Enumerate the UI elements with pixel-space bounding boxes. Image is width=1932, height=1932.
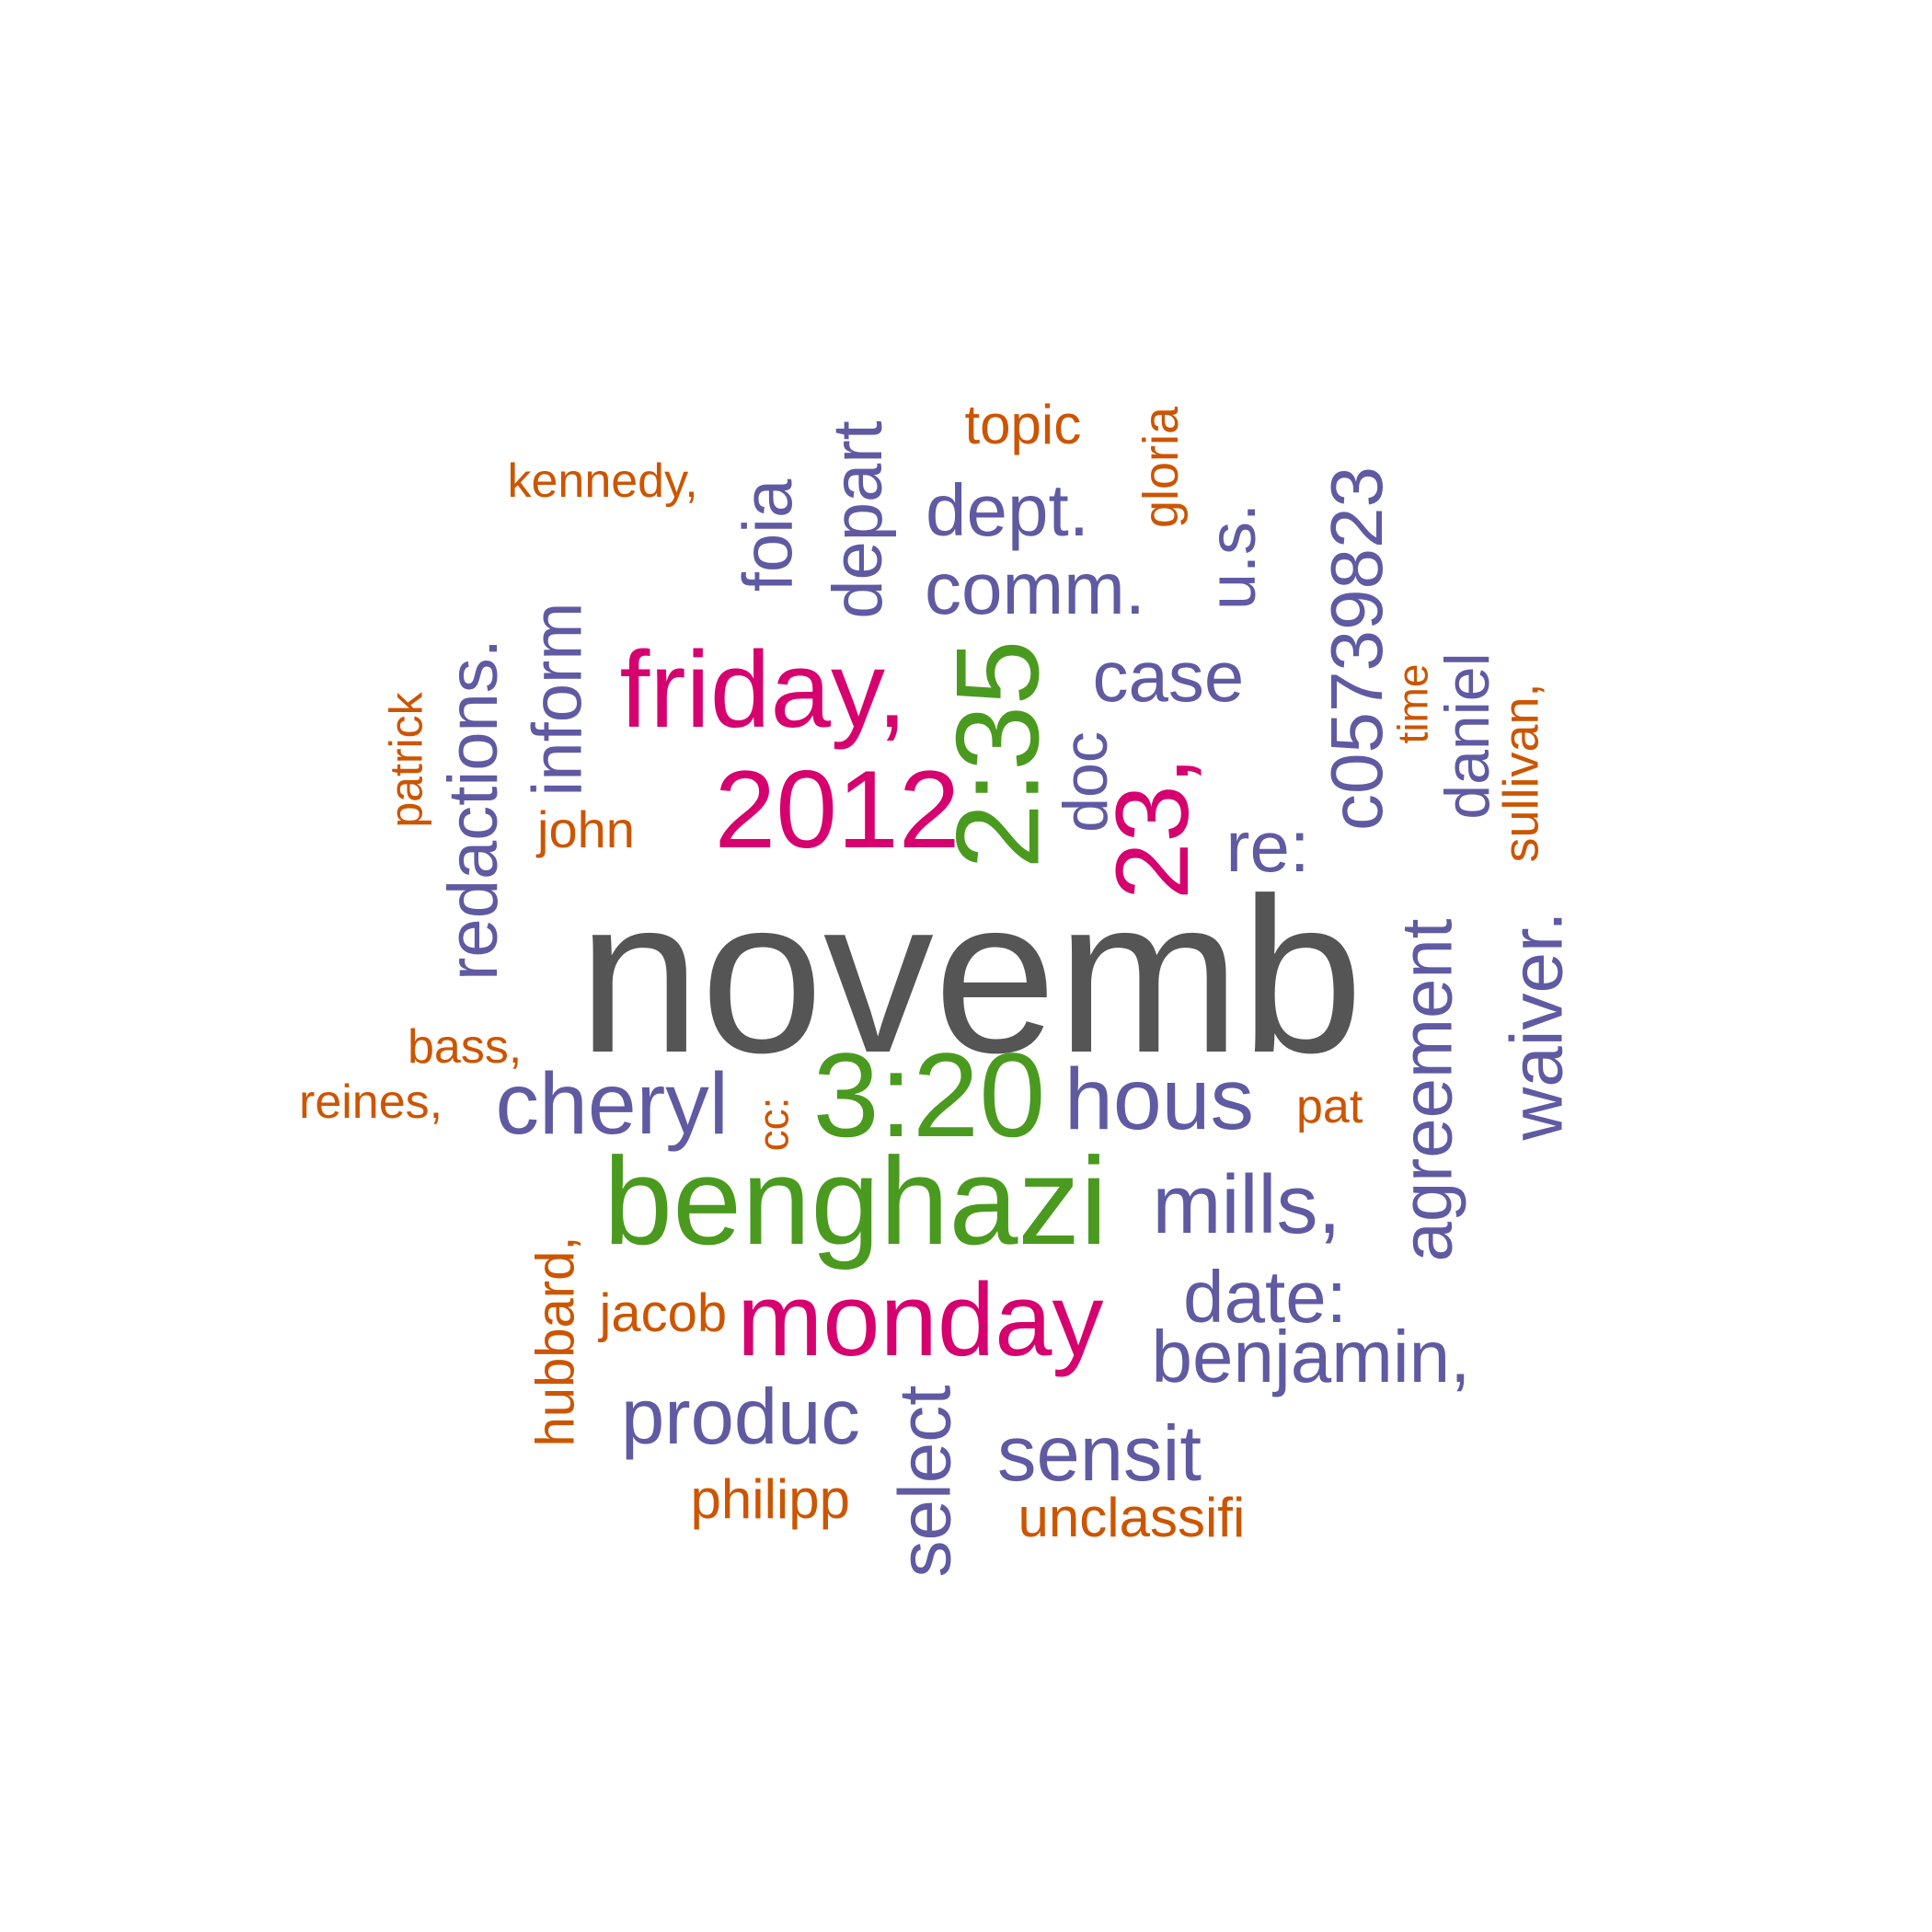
word-philipp: philipp — [690, 1468, 850, 1530]
word-hubbard: hubbard, — [524, 1236, 585, 1447]
word-monday: monday — [737, 1262, 1104, 1377]
word-comm: comm. — [925, 547, 1145, 629]
word-waiver: waiver. — [1494, 911, 1577, 1141]
word-benjamin: benjamin, — [1151, 1316, 1471, 1397]
word-case: case — [1092, 636, 1245, 717]
word-3-20: 3:20 — [812, 1028, 1046, 1162]
word-re: re: — [1225, 806, 1310, 887]
word-gloria: gloria — [1133, 406, 1190, 529]
word-date: date: — [1183, 1256, 1347, 1338]
word-jacob: jacob — [599, 1283, 728, 1343]
word-pat: pat — [1296, 1080, 1363, 1133]
word-doc: doc — [1050, 731, 1121, 833]
word-cheryl: cheryl — [495, 1054, 729, 1153]
word-novemb: novemb — [578, 852, 1363, 1098]
word-inform: inform — [518, 602, 597, 797]
word-agreement: agreement — [1385, 918, 1466, 1262]
word-sullivan: sullivan, — [1493, 683, 1549, 863]
word-2012: 2012 — [714, 748, 960, 871]
word-foia: foia — [728, 478, 807, 592]
word-benghazi: benghazi — [604, 1131, 1108, 1271]
word-sensit: sensit — [997, 1409, 1202, 1498]
word-topic: topic — [964, 394, 1082, 455]
word-time: time — [1387, 663, 1436, 744]
word-depart: depart — [818, 420, 897, 619]
word-friday: friday, — [619, 629, 908, 751]
word-unclassifi: unclassifi — [1018, 1487, 1246, 1548]
word-cc: cc: — [748, 1097, 797, 1152]
word-mills: mills, — [1152, 1159, 1341, 1251]
word-reines: reines, — [299, 1075, 443, 1129]
word-c05739823: c05739823 — [1315, 466, 1397, 831]
word-dept: dept. — [926, 469, 1089, 551]
word-select: select — [882, 1385, 965, 1578]
word-bass: bass, — [408, 1020, 523, 1074]
word-daniel: daniel — [1432, 652, 1502, 820]
word-redactions: redactions. — [433, 638, 512, 981]
word-us: u.s. — [1196, 502, 1271, 611]
word-hous: hous — [1064, 1050, 1255, 1148]
word-john: john — [537, 800, 635, 858]
word-kennedy: kennedy, — [507, 454, 698, 508]
word-produc: produc — [621, 1373, 860, 1461]
word-patrick: patrick — [380, 692, 432, 828]
